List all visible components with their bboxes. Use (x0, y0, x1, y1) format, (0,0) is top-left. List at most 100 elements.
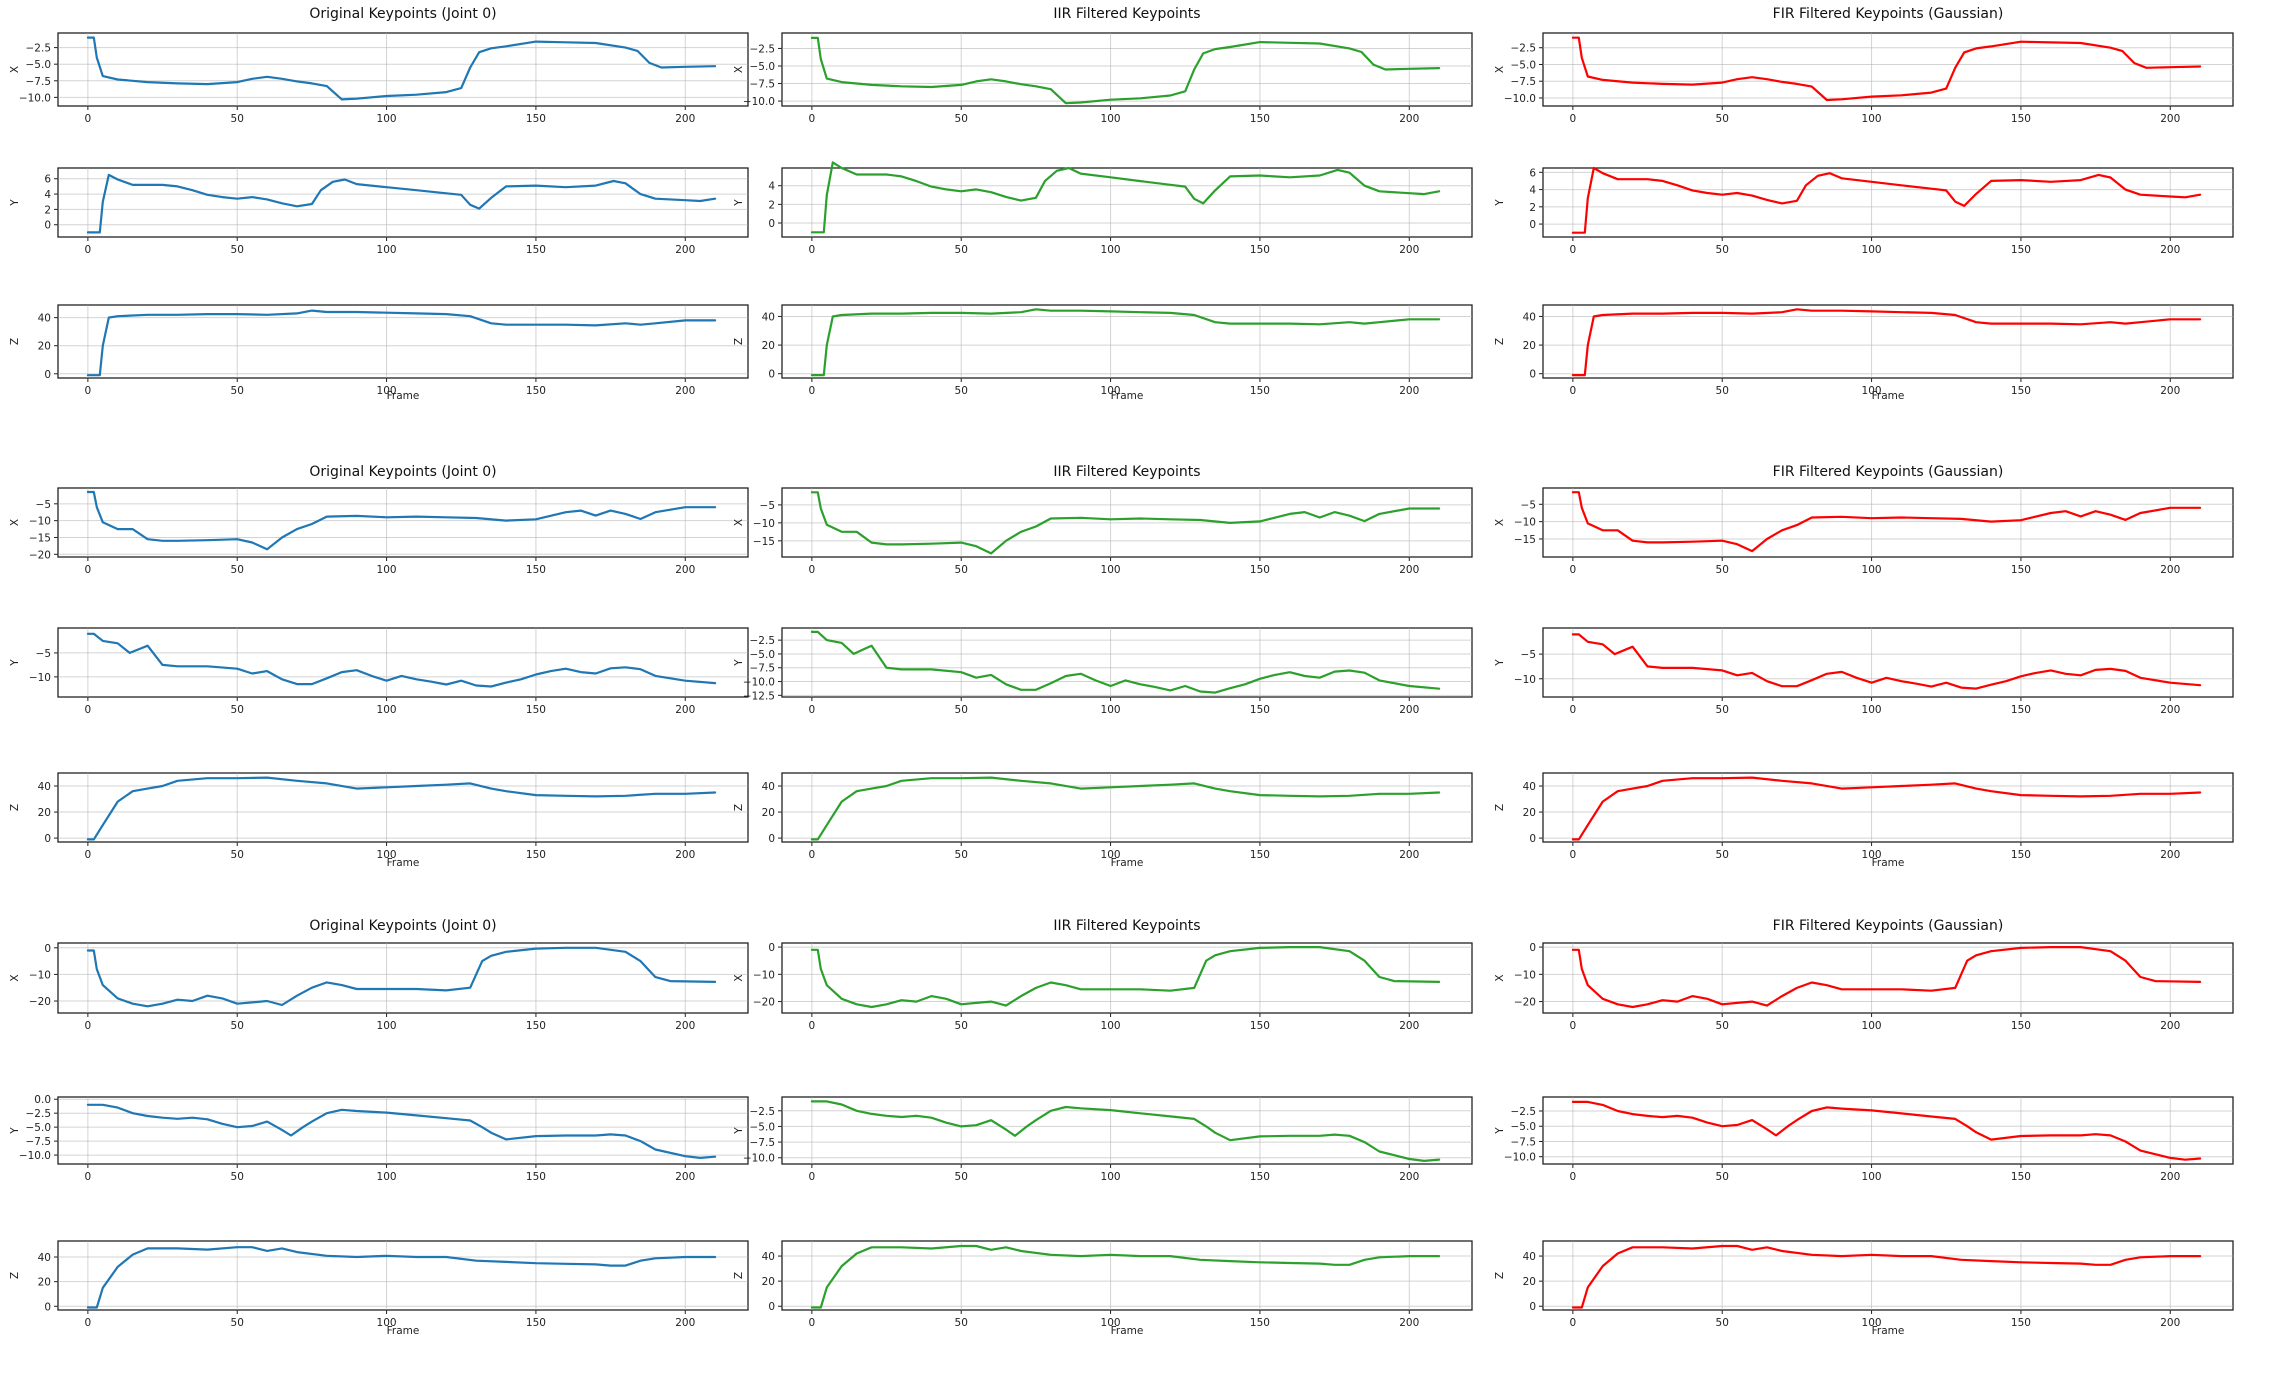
axes-frame (57, 304, 749, 379)
axes-frame (1542, 304, 2234, 379)
subplot-y: 0 50 100 150 200 −2.5 −5.0 −7.5 −10.0 Y (733, 1096, 1473, 1183)
x-tick-label: 100 (1862, 385, 1882, 397)
x-tick-label: 0 (1570, 1317, 1577, 1329)
y-axis-label: Z (733, 804, 745, 811)
x-tick-label: 0 (85, 704, 92, 716)
x-tick-label: 150 (2011, 564, 2031, 576)
x-tick-label: 50 (1716, 1020, 1729, 1032)
x-tick-label: 200 (675, 704, 695, 716)
x-tick-label: 200 (1399, 1020, 1419, 1032)
y-tick-label: −10 (29, 516, 51, 528)
x-tick-label: 200 (2160, 564, 2180, 576)
y-tick-label: −5.0 (750, 1121, 776, 1133)
y-axis-label: Z (1494, 338, 1506, 345)
x-tick-label: 0 (1570, 113, 1577, 125)
x-tick-label: 100 (1862, 244, 1882, 256)
y-tick-label: 20 (38, 807, 51, 819)
y-tick-label: −5 (36, 499, 51, 511)
series-line-z (86, 309, 717, 377)
y-tick-label: −10.0 (743, 677, 775, 689)
y-tick-label: −10.0 (743, 1153, 775, 1165)
series-line-z (1571, 1244, 2202, 1309)
y-tick-label: 0 (768, 369, 775, 381)
axes-frame (781, 32, 1473, 107)
panel-title: IIR Filtered Keypoints (1053, 464, 1200, 480)
x-tick-label: 150 (2011, 385, 2031, 397)
x-tick-label: 100 (1101, 564, 1121, 576)
y-tick-label: −5.0 (1511, 59, 1537, 71)
panel-title: FIR Filtered Keypoints (Gaussian) (1773, 464, 2004, 480)
y-axis-label: Y (1494, 659, 1506, 667)
series-line-x (810, 36, 1441, 105)
y-tick-label: 20 (762, 807, 775, 819)
x-tick-label: 100 (1101, 1317, 1121, 1329)
x-tick-label: 0 (1570, 704, 1577, 716)
x-tick-label: 100 (377, 1171, 397, 1183)
x-tick-label: 0 (85, 1020, 92, 1032)
y-tick-label: −10 (753, 518, 775, 530)
panel-title: FIR Filtered Keypoints (Gaussian) (1773, 918, 2004, 934)
x-tick-label: 200 (675, 113, 695, 125)
panel-fir-row1: FIR Filtered Keypoints (Gaussian) 0 50 100 1… (1494, 6, 2234, 402)
x-tick-label: 200 (2160, 1171, 2180, 1183)
y-axis-label: X (9, 519, 21, 526)
x-tick-label: 0 (809, 1020, 816, 1032)
y-tick-label: 0 (44, 1301, 51, 1313)
axes-frame (1542, 772, 2234, 843)
subplot-y: 0 50 100 150 200 6 4 2 0 Y (9, 167, 749, 256)
x-tick-label: 0 (1570, 849, 1577, 861)
y-axis-label: X (733, 974, 745, 981)
x-tick-label: 100 (1862, 704, 1882, 716)
x-tick-label: 200 (675, 1171, 695, 1183)
y-tick-label: 40 (1523, 311, 1536, 323)
x-tick-label: 100 (377, 1317, 397, 1329)
y-tick-label: −5.0 (26, 59, 52, 71)
y-tick-label: 40 (1523, 1251, 1536, 1263)
y-tick-label: −10.0 (1504, 93, 1536, 105)
y-tick-label: −5.0 (750, 61, 776, 73)
x-tick-label: 150 (2011, 113, 2031, 125)
x-tick-label: 0 (85, 244, 92, 256)
subplot-y: 0 50 100 150 200 6 4 2 0 Y (1494, 166, 2234, 256)
y-tick-label: −10 (1514, 969, 1536, 981)
x-tick-label: 200 (2160, 1020, 2180, 1032)
y-tick-label: 2 (1529, 202, 1536, 214)
y-axis-label: Y (9, 1127, 21, 1135)
x-tick-label: 100 (1101, 1020, 1121, 1032)
y-tick-label: −10 (1514, 674, 1536, 686)
series-line-y (86, 632, 717, 688)
x-tick-label: 100 (1101, 113, 1121, 125)
x-tick-label: 150 (526, 113, 546, 125)
x-axis-label: Frame (1111, 390, 1144, 402)
x-tick-label: 200 (2160, 244, 2180, 256)
x-axis-label: Frame (1872, 390, 1905, 402)
x-tick-label: 50 (955, 849, 968, 861)
series-line-z (810, 1244, 1441, 1309)
axes-frame (781, 772, 1473, 843)
y-tick-label: 0 (44, 369, 51, 381)
y-tick-label: −2.5 (750, 635, 776, 647)
subplot-x: 0 50 100 150 200 −2.5 −5.0 −7.5 −10.0 X (733, 32, 1473, 125)
x-tick-label: 150 (2011, 849, 2031, 861)
x-tick-label: 0 (85, 1317, 92, 1329)
x-axis-label: Frame (1872, 857, 1905, 869)
y-axis-label: X (9, 66, 21, 73)
x-tick-label: 50 (1716, 564, 1729, 576)
axes-frame (781, 1240, 1473, 1311)
y-tick-label: −2.5 (1511, 43, 1537, 55)
y-tick-label: 0 (768, 1301, 775, 1313)
x-tick-label: 100 (1862, 1317, 1882, 1329)
y-tick-label: 40 (762, 311, 775, 323)
y-tick-label: 40 (38, 313, 51, 325)
y-axis-label: X (1494, 519, 1506, 526)
x-axis-label: Frame (1872, 1325, 1905, 1337)
y-axis-label: Z (733, 338, 745, 345)
y-tick-label: −10.0 (1504, 1152, 1536, 1164)
y-tick-label: −7.5 (750, 663, 776, 675)
